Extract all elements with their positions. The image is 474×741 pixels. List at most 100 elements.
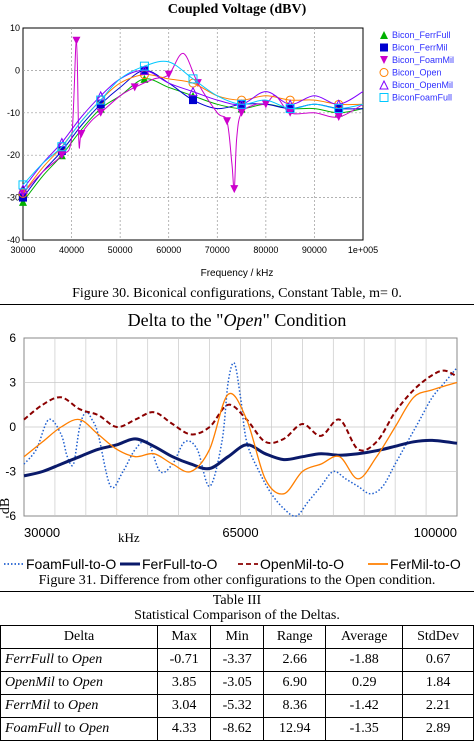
- data-point: [188, 74, 198, 84]
- table-cell: 8.36: [263, 694, 327, 718]
- table-row: OpenMil to Open 3.85 -3.05 6.90 0.29 1.8…: [0, 671, 474, 695]
- divider-2: [0, 591, 474, 592]
- table-cell: 6.90: [263, 671, 327, 695]
- x-tick-label: 80000: [253, 245, 278, 255]
- legend-label: FerFull-to-O: [142, 556, 218, 572]
- legend-label: Bicon_OpenMil: [392, 80, 453, 90]
- table-cell: 1.84: [402, 671, 474, 695]
- table-row-label: FerrFull to Open: [0, 648, 159, 672]
- x-tick-label: 40000: [59, 245, 84, 255]
- chart1-title: Coupled Voltage (dBV): [167, 2, 307, 17]
- chart1-xlabel: Frequency / kHz: [200, 268, 274, 279]
- table-cell: -3.05: [210, 671, 265, 695]
- series-line: [23, 437, 458, 478]
- y-tick-label: 3: [9, 376, 16, 390]
- table-cell: -0.71: [157, 648, 212, 672]
- data-point: [164, 70, 173, 79]
- data-point: [380, 31, 388, 39]
- table-cell: 3.85: [157, 671, 212, 695]
- x-tick-label: 70000: [205, 245, 230, 255]
- table-cell: 0.29: [325, 671, 404, 695]
- data-point: [72, 36, 81, 45]
- figure-30-caption: Figure 30. Biconical configurations, Con…: [72, 286, 402, 301]
- y-tick-label: -40: [7, 235, 20, 245]
- legend-label: OpenMil-to-O: [260, 556, 344, 572]
- y-tick-label: 0: [15, 65, 20, 75]
- data-point: [223, 117, 231, 126]
- y-tick-label: -30: [7, 193, 20, 203]
- data-point: [18, 180, 28, 190]
- data-point: [334, 104, 344, 114]
- data-point: [189, 96, 197, 105]
- y-tick-label: 6: [9, 331, 16, 345]
- table-cell: 4.33: [157, 717, 212, 741]
- delta-chart: 30000 65000 100000 6 3 0 -3 -6: [5, 331, 458, 540]
- legend-label: FoamFull-to-O: [26, 556, 116, 572]
- data-point: [380, 43, 388, 52]
- table-cell: -1.35: [325, 717, 404, 741]
- data-point: [379, 68, 389, 77]
- data-point: [19, 197, 27, 206]
- table-cell: 3.04: [157, 694, 212, 718]
- data-point: [379, 93, 389, 102]
- data-point: [261, 100, 270, 109]
- chart2-title-prefix: Delta to the ": [127, 310, 224, 330]
- legend-label: FerMil-to-O: [390, 556, 461, 572]
- y-tick-label: -3: [5, 465, 16, 479]
- x-tick-label: 1e+005: [348, 245, 378, 255]
- figure-31-caption: Figure 31. Difference from other configu…: [38, 573, 436, 588]
- table-cell: 2.21: [402, 694, 474, 718]
- data-point: [379, 79, 389, 90]
- data-point: [380, 56, 388, 64]
- divider-1: [0, 304, 474, 305]
- table-cell: -1.88: [325, 648, 404, 672]
- table-row-label: FerrMil to Open: [0, 694, 159, 718]
- chart2-title: Delta to the "Open" Condition: [0, 310, 474, 331]
- legend-label: Bicon_FoamMil: [392, 55, 454, 65]
- table-cell: -5.32: [210, 694, 265, 718]
- table-cell: -1.42: [325, 694, 404, 718]
- y-tick-label: -10: [7, 108, 20, 118]
- table-header-cell: Average: [325, 625, 404, 649]
- data-point: [237, 108, 246, 117]
- data-point: [237, 99, 247, 109]
- chart2-legend: FoamFull-to-O FerFull-to-O OpenMil-to-O Fer…: [4, 556, 461, 572]
- table-cell: 12.94: [263, 717, 327, 741]
- x-tick-label: 50000: [108, 245, 133, 255]
- legend-label: Bicon_FerrMil: [392, 43, 448, 53]
- table-cell: -3.37: [210, 648, 265, 672]
- plot-area: [22, 27, 364, 241]
- x-tick-label: 30000: [24, 525, 60, 540]
- table-row: FoamFull to Open 4.33 -8.62 12.94 -1.35 …: [0, 717, 474, 741]
- table-row: FerrFull to Open -0.71 -3.37 2.66 -1.88 …: [0, 648, 474, 672]
- data-point: [57, 151, 66, 160]
- coupled-voltage-chart: 30000 40000 50000 60000 70000 80000 90000 1e+00…: [7, 23, 454, 255]
- data-point: [188, 86, 198, 97]
- x-tick-label: 90000: [302, 245, 327, 255]
- data-point: [285, 104, 295, 114]
- data-point: [77, 130, 86, 138]
- series-line: [23, 381, 458, 495]
- chart2-xunit: kHz: [118, 530, 140, 545]
- table-row: FerrMil to Open 3.04 -5.32 8.36 -1.42 2.…: [0, 694, 474, 718]
- stats-table: Delta Max Min Range Average StdDev FerrF…: [0, 625, 474, 741]
- data-point: [57, 142, 67, 152]
- table-title: Table III: [212, 593, 262, 608]
- series-line: [22, 69, 364, 190]
- data-point: [96, 108, 105, 117]
- x-tick-label: 100000: [414, 525, 457, 540]
- table-cell: 0.67: [402, 648, 474, 672]
- table-header-cell: Range: [263, 625, 327, 649]
- chart2-ylabel: dB: [0, 497, 14, 515]
- data-point: [230, 185, 239, 194]
- series-line: [22, 60, 364, 186]
- chart2-title-italic: Open: [223, 310, 263, 330]
- table-row-label: FoamFull to Open: [0, 717, 159, 741]
- table-cell: 2.89: [402, 717, 474, 741]
- legend-label: BiconFoamFull: [392, 93, 452, 103]
- x-tick-label: 60000: [156, 245, 181, 255]
- table-cell: 2.66: [263, 648, 327, 672]
- table-subtitle: Statistical Comparison of the Deltas.: [134, 608, 340, 623]
- table-header-cell: StdDev: [402, 625, 474, 649]
- data-point: [96, 95, 106, 105]
